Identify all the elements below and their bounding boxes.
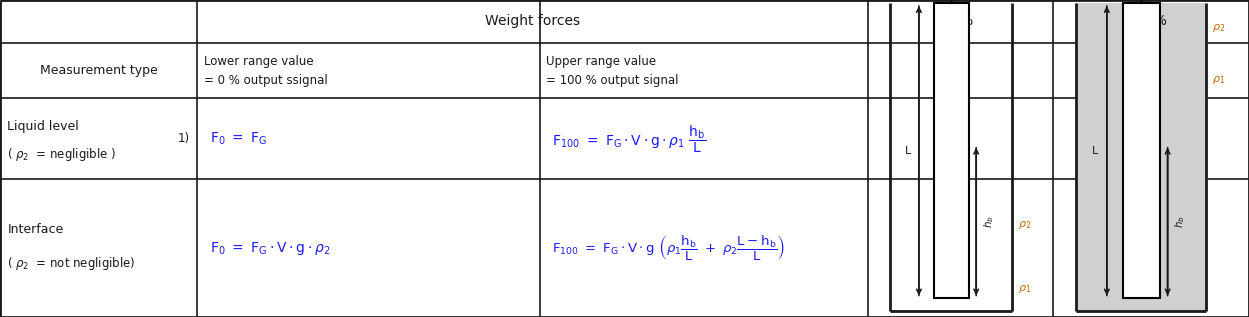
Text: $\mathregular{F}_{100}\ =\ \mathregular{F}_\mathregular{G} \cdot \mathregular{V}: $\mathregular{F}_{100}\ =\ \mathregular{… [552,123,707,155]
Text: ( $\rho_2$  = negligible ): ( $\rho_2$ = negligible ) [7,146,116,163]
Text: Interface: Interface [7,223,64,236]
Text: 0 %: 0 % [947,14,974,29]
Text: 100 %: 100 % [1123,14,1167,29]
Text: Upper range value
= 100 % output signal: Upper range value = 100 % output signal [546,55,678,87]
Text: 1): 1) [177,132,190,145]
Text: $\mathregular{F}_0\ =\ \mathregular{F}_\mathregular{G}$: $\mathregular{F}_0\ =\ \mathregular{F}_\… [210,131,267,147]
Text: $\rho_1$: $\rho_1$ [1212,74,1225,86]
FancyBboxPatch shape [934,3,969,298]
Text: $\mathregular{F}_{100}\ =\ \mathregular{F}_\mathregular{G} \cdot \mathregular{V}: $\mathregular{F}_{100}\ =\ \mathregular{… [552,233,786,263]
Text: Lower range value
= 0 % output ssignal: Lower range value = 0 % output ssignal [204,55,327,87]
Text: $\mathregular{F}_0\ =\ \mathregular{F}_\mathregular{G} \cdot \mathregular{V} \cd: $\mathregular{F}_0\ =\ \mathregular{F}_\… [210,240,331,256]
Text: Weight forces: Weight forces [485,14,581,29]
Text: $\rho_2$: $\rho_2$ [1212,22,1225,34]
Text: Liquid level: Liquid level [7,120,79,133]
Text: $\rho_2$: $\rho_2$ [1018,218,1030,230]
FancyBboxPatch shape [1077,3,1205,311]
Text: Measurement type: Measurement type [40,64,157,77]
Text: $\rho_1$: $\rho_1$ [1018,283,1032,295]
Text: ( $\rho_2$  = not negligible): ( $\rho_2$ = not negligible) [7,256,136,272]
Text: $h_b$: $h_b$ [1174,215,1188,228]
Text: L: L [904,146,911,156]
FancyBboxPatch shape [1123,3,1160,298]
Text: L: L [1092,146,1098,156]
Text: $h_b$: $h_b$ [982,215,995,228]
